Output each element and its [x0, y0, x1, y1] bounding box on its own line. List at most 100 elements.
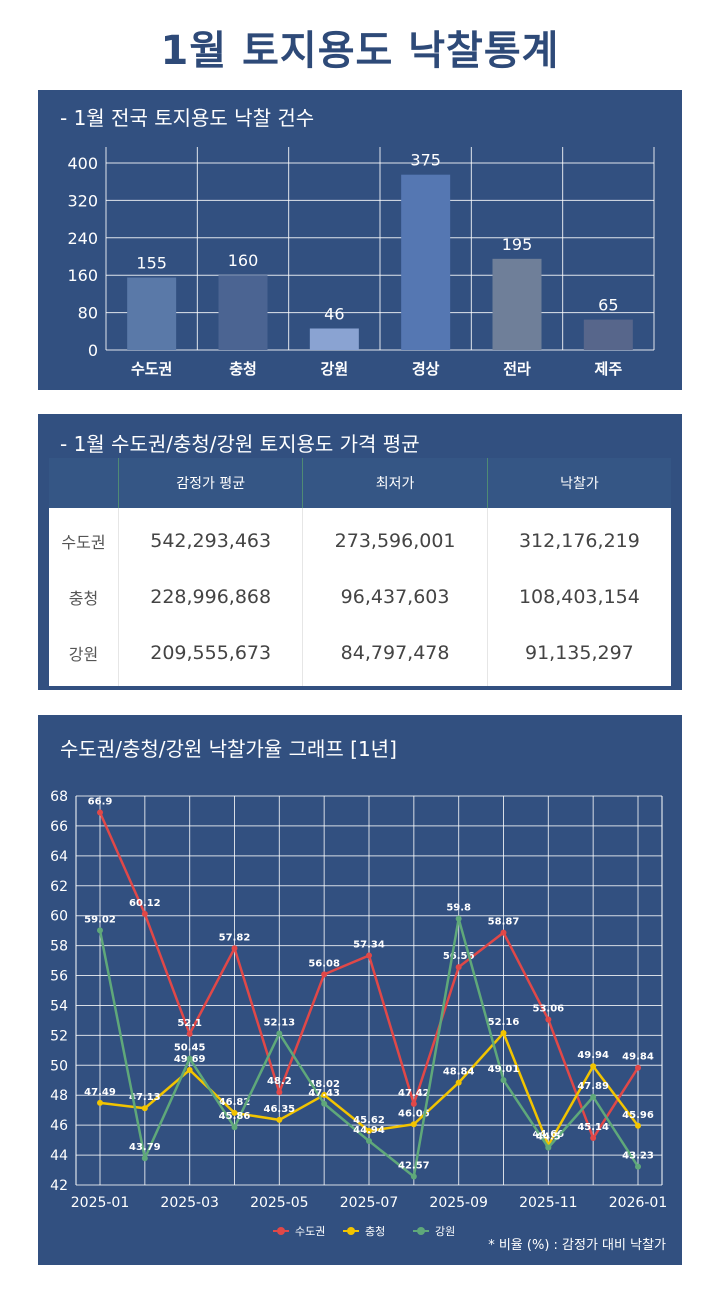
series-3-point — [410, 1173, 417, 1180]
line-y-tick-label: 66 — [50, 819, 68, 835]
series-2-point — [186, 1066, 193, 1073]
series-1-point — [231, 945, 238, 952]
ratio-note: * 비율 (%) : 감정가 대비 낙찰가 — [488, 1238, 666, 1253]
series-3-point — [186, 1055, 193, 1062]
line-x-tick-label: 2026-01 — [609, 1195, 668, 1211]
line-y-tick-label: 46 — [50, 1118, 68, 1134]
bar-chart: 0 80 160 240 320 400 155 수도권 160 충청 46 강원 375 경상 195 전라… — [67, 147, 655, 378]
series-3-data-label: 44.5 — [536, 1132, 561, 1143]
bar-value-label: 46 — [324, 304, 344, 323]
series-1-point — [186, 1030, 193, 1037]
series-2-point — [231, 1109, 238, 1116]
table-cell-region: 수도권 — [49, 508, 119, 569]
series-3-point — [231, 1124, 238, 1131]
series-3-point — [366, 1138, 372, 1145]
bar-value-label: 375 — [410, 151, 441, 170]
table-cell-region: 충청 — [49, 569, 119, 625]
series-2-data-label: 48.84 — [443, 1067, 475, 1078]
line-y-tick-label: 62 — [50, 879, 68, 895]
series-2-point — [410, 1121, 417, 1128]
bar-6 — [583, 319, 633, 350]
series-1-data-label: 45.14 — [577, 1122, 609, 1133]
line-y-tick-label: 42 — [50, 1178, 68, 1194]
series-1-point — [366, 952, 372, 959]
series-1-point — [97, 809, 103, 816]
bar-category-label: 전라 — [503, 360, 531, 378]
table-cell: 91,135,297 — [486, 625, 671, 686]
legend-swatch-marker — [347, 1227, 355, 1235]
series-3-point — [500, 1077, 507, 1084]
price-table-title: - 1월 수도권/충청/강원 토지용도 가격 평균 — [60, 432, 420, 456]
series-3-data-label: 43.79 — [129, 1142, 161, 1153]
line-y-tick-label: 50 — [50, 1058, 68, 1074]
series-1-data-label: 60.12 — [129, 898, 161, 909]
series-3-point — [545, 1144, 552, 1151]
line-y-tick-label: 54 — [50, 998, 68, 1014]
bar-5 — [492, 258, 542, 350]
series-3-point — [97, 927, 103, 934]
series-3-point — [590, 1093, 597, 1100]
series-2-data-label: 49.94 — [577, 1050, 609, 1061]
line-y-tick-label: 52 — [50, 1028, 68, 1044]
legend-swatch-marker — [417, 1227, 425, 1235]
bar-category-label: 제주 — [595, 360, 623, 378]
series-2-point — [276, 1116, 283, 1123]
series-1-data-label: 66.9 — [88, 796, 113, 807]
table-cell-region: 강원 — [49, 625, 119, 686]
series-2-point — [635, 1122, 641, 1129]
line-y-tick-label: 64 — [50, 849, 68, 865]
series-1-data-label: 58.87 — [488, 917, 520, 928]
line-chart-panel: 수도권/충청/강원 낙찰가율 그래프 [1년] 42 44 46 48 50 52 54 56… — [38, 715, 682, 1265]
bar-category-label: 경상 — [412, 360, 440, 378]
series-3-point — [635, 1163, 641, 1170]
series-2-point — [455, 1079, 462, 1086]
bar-value-label: 160 — [228, 251, 259, 270]
series-3-data-label: 47.43 — [308, 1088, 340, 1099]
bar-category-label: 수도권 — [131, 360, 172, 378]
series-1-point — [410, 1100, 417, 1107]
series-1-data-label: 53.06 — [533, 1004, 565, 1015]
bar-y-tick-label: 160 — [67, 266, 98, 285]
table-header-row: 감정가 평균 최저가 낙찰가 — [49, 458, 671, 508]
bar-y-tick-label: 320 — [67, 191, 98, 210]
series-3-data-label: 43.23 — [622, 1151, 654, 1162]
series-2-data-label: 46.82 — [219, 1097, 251, 1108]
legend-swatch-marker — [277, 1227, 285, 1235]
line-x-tick-label: 2025-09 — [429, 1195, 488, 1211]
line-y-tick-label: 68 — [50, 789, 68, 805]
bar-y-tick-label: 80 — [78, 304, 98, 323]
series-1-data-label: 47.42 — [398, 1088, 430, 1099]
series-3-point — [455, 915, 462, 922]
series-2-point — [500, 1029, 507, 1036]
series-3-data-label: 50.45 — [174, 1043, 206, 1054]
price-table: 감정가 평균 최저가 낙찰가 수도권 542,293,463 273,596,0… — [49, 458, 671, 686]
bar-2 — [218, 275, 268, 350]
bar-y-tick-label: 400 — [67, 154, 98, 173]
series-2-data-label: 47.49 — [84, 1087, 116, 1098]
series-2-point — [366, 1127, 372, 1134]
line-chart-title: 수도권/충청/강원 낙찰가율 그래프 [1년] — [60, 737, 397, 761]
table-cell: 542,293,463 — [117, 508, 303, 569]
series-1-point — [321, 971, 328, 978]
series-2-data-label: 52.16 — [488, 1017, 520, 1028]
series-3-data-label: 47.89 — [577, 1081, 609, 1092]
line-y-tick-label: 48 — [50, 1088, 68, 1104]
series-1-data-label: 49.84 — [622, 1052, 654, 1063]
line-chart: 42 44 46 48 50 52 54 56 58 60 62 64 66 68 2025-01 2025-… — [50, 789, 668, 1238]
series-3-point — [276, 1030, 283, 1037]
line-y-tick-label: 58 — [50, 939, 68, 955]
table-header-appraisal: 감정가 평균 — [117, 458, 303, 508]
legend-label: 강원 — [435, 1225, 455, 1238]
table-header-minimum: 최저가 — [302, 458, 488, 508]
bar-value-label: 155 — [136, 254, 167, 273]
series-2-point — [590, 1063, 597, 1070]
table-cell: 209,555,673 — [117, 625, 303, 686]
series-1-data-label: 52.1 — [177, 1018, 202, 1029]
series-1-data-label: 57.82 — [219, 932, 251, 943]
table-cell: 96,437,603 — [302, 569, 488, 625]
series-1-point — [500, 929, 507, 936]
line-x-tick-label: 2025-11 — [519, 1195, 578, 1211]
table-cell: 312,176,219 — [486, 508, 671, 569]
bar-chart-title: - 1월 전국 토지용도 낙찰 건수 — [60, 106, 315, 130]
series-1-point — [141, 910, 148, 917]
